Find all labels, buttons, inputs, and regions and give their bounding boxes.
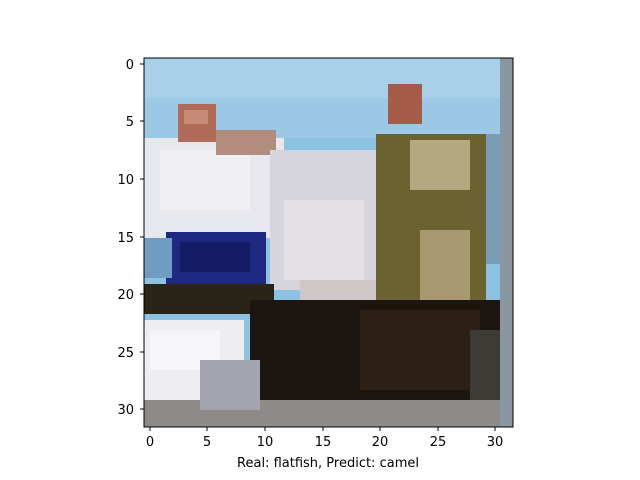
x-tick-label: 20 <box>372 435 389 450</box>
x-tick-label: 30 <box>487 435 504 450</box>
y-tick-label: 15 <box>117 231 134 246</box>
y-tick-label: 25 <box>117 346 134 361</box>
x-tick-label: 5 <box>203 435 211 450</box>
y-tick-label: 30 <box>117 403 134 418</box>
y-tick-label: 10 <box>117 173 134 188</box>
y-tick-label: 20 <box>117 288 134 303</box>
x-tick-label: 0 <box>146 435 154 450</box>
x-tick-label: 15 <box>315 435 332 450</box>
x-axis: 0 5 10 15 20 25 30 <box>146 427 503 450</box>
y-axis: 0 5 10 15 20 25 30 <box>117 58 144 418</box>
figure-caption: Real: flatfish, Predict: camel <box>237 456 419 471</box>
y-tick-label: 5 <box>126 115 134 130</box>
plot-frame <box>143 57 514 428</box>
y-tick-label: 0 <box>126 58 134 73</box>
x-tick-label: 25 <box>430 435 447 450</box>
x-tick-label: 10 <box>257 435 274 450</box>
image-pixels <box>144 58 513 427</box>
